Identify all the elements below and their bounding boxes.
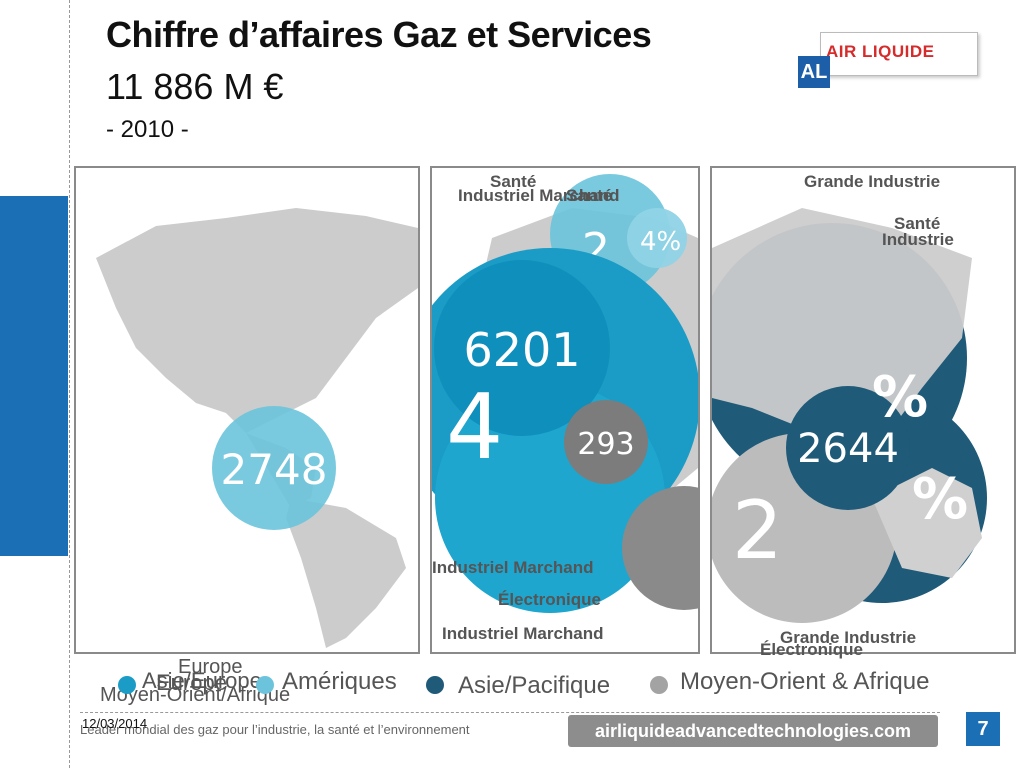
north-america-shape: [96, 208, 418, 433]
footer-date: 12/03/2014: [82, 716, 148, 731]
south-america-shape: [286, 498, 406, 648]
panel-americas: 2748: [74, 166, 420, 654]
asia-label-5: Électronique: [760, 640, 863, 659]
europe-label-1: Santé: [490, 172, 537, 191]
asia-main-bubble: [786, 386, 910, 510]
panel-asia: 2 2644 % % Grande Industrie Santé Indust…: [710, 166, 1016, 654]
logo-box: [820, 32, 978, 76]
legend-stray-4: Moyen-Orient/Afrique: [100, 684, 291, 706]
page-title: Chiffre d’affaires Gaz et Services: [106, 14, 652, 55]
europe-label-3: Santé: [566, 186, 613, 205]
europe-big-percent: 4: [446, 375, 503, 480]
europe-map: 2 4% 4 6201 293: [432, 174, 698, 613]
panel-europe: 2 4% 4 6201 293 Santé Industriel Marchan…: [430, 166, 700, 654]
asia-small-percent: 2: [732, 484, 783, 577]
asia-label-3: Industrie: [882, 230, 954, 249]
asia-label-2: Santé: [894, 214, 941, 233]
asia-label-4: Grande Industrie: [780, 628, 917, 647]
europe-main-value: 6201: [463, 323, 580, 377]
logo-mark-icon: AL: [798, 56, 830, 88]
vertical-divider: [69, 0, 70, 768]
asia-map: 2 2644 % %: [712, 208, 987, 623]
europe-main-bubble: [434, 260, 610, 436]
page-number: 7: [966, 712, 1000, 746]
europe-label-2: Industriel Marchand: [458, 186, 620, 205]
legend-americas: Amériques: [282, 668, 397, 695]
legend-stray-2: Asie/Europe: [142, 668, 262, 693]
legend-asia-dot: [426, 676, 444, 694]
asia-percent-2: %: [912, 467, 968, 532]
asia-label-1: Grande Industrie: [804, 172, 941, 191]
footer-divider: [80, 712, 940, 713]
footer-url-link[interactable]: airliquideadvancedtechnologies.com: [568, 715, 938, 747]
legend-stray-1: Europe: [178, 656, 243, 678]
europe-label-5: Électronique: [498, 590, 601, 609]
asia-main-value: 2644: [797, 426, 899, 472]
legend-americas-dot: [256, 676, 274, 694]
left-accent-bar: [0, 196, 68, 556]
europe-label-6: Industriel Marchand: [442, 624, 604, 643]
asia-shape: [712, 208, 972, 448]
legend-mea-dot: [650, 676, 668, 694]
europe-label-4: Industriel Marchand: [432, 558, 594, 577]
americas-value: 2748: [221, 445, 328, 494]
europe-small-bubble: [627, 208, 687, 268]
legend-europe: Europe: [156, 670, 227, 695]
americas-map: 2748: [96, 208, 418, 648]
europe-top-percent: 4%: [640, 227, 681, 257]
americas-bubble: [212, 406, 336, 530]
air-liquide-logo: AIR LIQUIDE AL: [796, 30, 982, 94]
asia-percent-1: %: [872, 365, 928, 430]
legend-asia: Asie/Pacifique: [458, 672, 611, 699]
australia-shape: [872, 468, 982, 578]
mea-partial-bubble: [622, 486, 698, 610]
mea-value: 293: [577, 427, 634, 462]
legend-mea: Moyen-Orient & Afrique: [680, 668, 930, 695]
mea-bubble: [564, 400, 648, 484]
legend-europe-dot: [118, 676, 136, 694]
total-amount: 11 886 M €: [106, 66, 284, 107]
footer-tagline: Leader mondial des gaz pour l’industrie,…: [80, 722, 470, 737]
logo-text: AIR LIQUIDE: [826, 42, 935, 61]
year-label: - 2010 -: [106, 116, 189, 143]
